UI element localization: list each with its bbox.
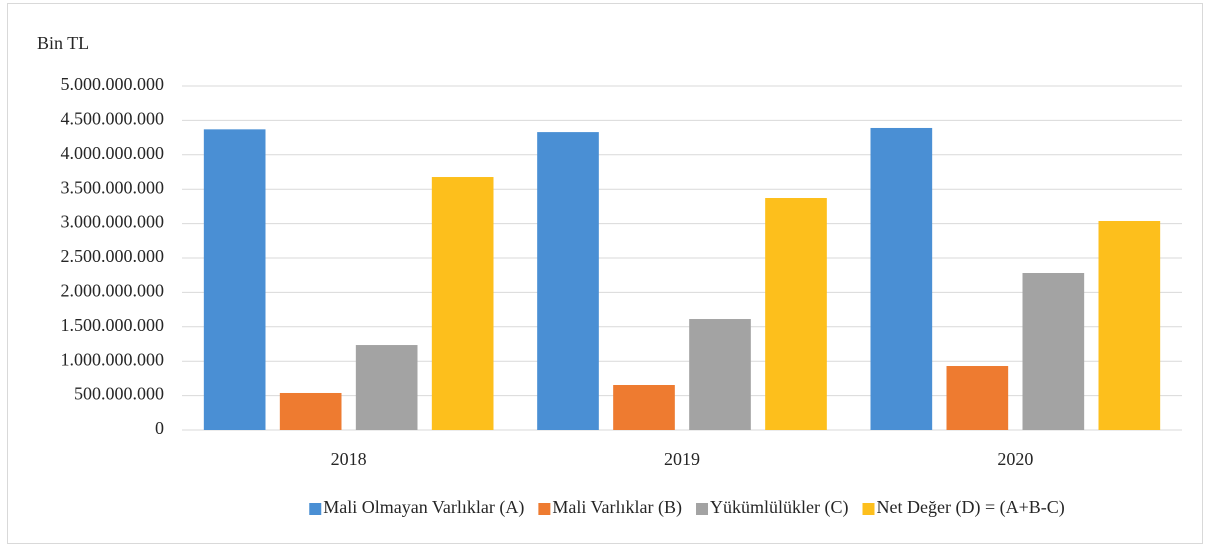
bar — [1022, 272, 1085, 430]
bar — [946, 366, 1009, 430]
legend-label: Mali Varlıklar (B) — [552, 497, 682, 518]
x-tick-label: 2018 — [331, 449, 367, 469]
y-tick-label: 2.500.000.000 — [61, 246, 165, 266]
y-tick-label: 3.000.000.000 — [61, 212, 165, 232]
x-tick-label: 2020 — [997, 449, 1033, 469]
bar — [203, 129, 266, 430]
y-tick-label: 500.000.000 — [74, 384, 164, 404]
legend-swatch — [696, 503, 709, 515]
legend-label: Mali Olmayan Varlıklar (A) — [323, 497, 524, 518]
y-tick-label: 4.000.000.000 — [61, 143, 165, 163]
y-tick-label: 1.000.000.000 — [61, 349, 165, 369]
y-tick-label: 1.500.000.000 — [61, 315, 165, 335]
legend-label: Yükümlülükler (C) — [710, 497, 848, 518]
bar — [613, 385, 675, 430]
bar — [765, 198, 827, 430]
y-axis-label: Bin TL — [37, 33, 89, 53]
y-tick-label: 4.500.000.000 — [61, 109, 165, 129]
y-tick-label: 3.500.000.000 — [61, 177, 165, 197]
legend-swatch — [538, 503, 551, 515]
x-tick-label: 2019 — [664, 449, 700, 469]
legend-swatch — [309, 503, 322, 515]
y-tick-label: 0 — [155, 418, 164, 438]
legend-swatch — [862, 503, 875, 515]
bar — [355, 345, 418, 430]
y-tick-label: 2.000.000.000 — [61, 281, 165, 301]
bar — [431, 177, 494, 430]
bar — [537, 132, 599, 430]
y-tick-label: 5.000.000.000 — [61, 74, 165, 94]
bar — [1098, 220, 1161, 430]
bar — [279, 392, 342, 430]
bar — [870, 127, 933, 430]
bar — [689, 319, 751, 430]
legend-label: Net Değer (D) = (A+B-C) — [877, 497, 1065, 518]
